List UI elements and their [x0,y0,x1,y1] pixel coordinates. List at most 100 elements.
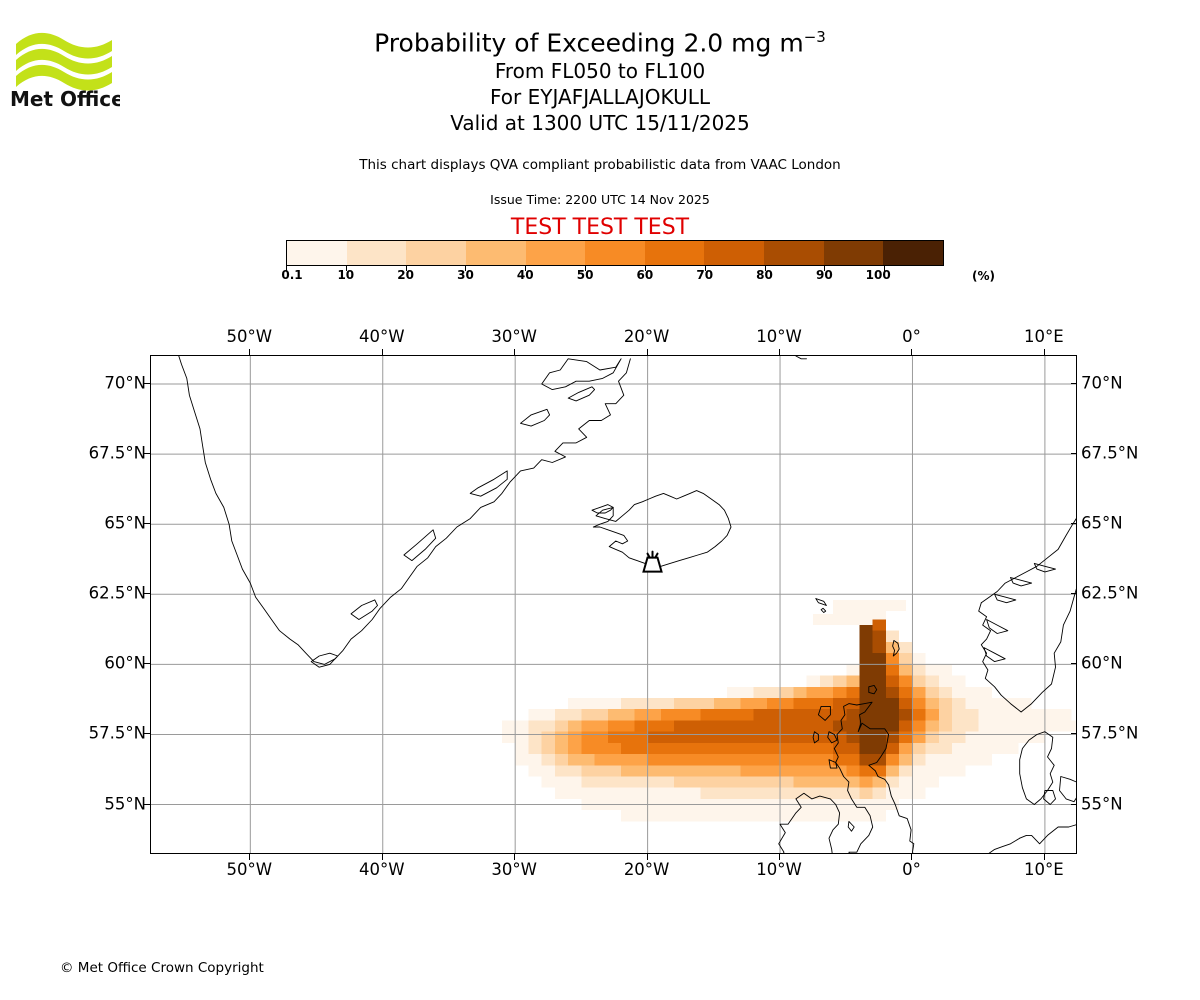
coastline-jan-mayen [795,356,807,360]
ash-cell [899,675,913,687]
ash-cell [780,720,794,732]
colorbar-label-70: 70 [696,268,714,282]
ash-cell [594,720,608,732]
ash-cell [568,787,582,799]
ash-cell [833,709,847,721]
ash-cell [793,754,807,766]
ash-cell [687,776,701,788]
ash-cell [687,742,701,755]
ash-cell [634,698,648,710]
ash-cell [859,630,873,642]
ash-cell [1005,698,1019,710]
lat-tick-label-right-625N: 62.5°N [1081,583,1139,603]
ash-cell [846,675,860,687]
lon-tick-label-bot-20°W: 20°W [623,860,670,879]
ash-cell-tail [813,613,873,626]
ash-cell [872,709,886,721]
ash-cell [647,776,661,788]
ash-cell [872,619,886,631]
ash-cell [607,742,622,755]
coastline-norway-nw [980,518,1076,604]
ash-cell [872,720,886,732]
ash-cell [859,731,873,743]
lat-tick-mark [1071,733,1077,735]
ash-cell [1018,731,1032,743]
ash-cell [700,754,714,766]
lon-tick-mark [514,854,516,860]
ash-cell [554,787,569,799]
lon-tick-mark [911,349,913,355]
ash-cell [753,698,767,710]
ash-cell [780,776,794,788]
ash-cell [594,709,608,721]
ash-cell [634,765,648,777]
ash-cell [1044,720,1059,732]
met-office-logo-svg: Met Office [10,32,120,111]
ash-cell [1005,731,1019,743]
ash-cell [581,709,595,721]
ash-cell [978,731,992,743]
ash-cell [713,742,728,755]
ash-cell [740,731,754,743]
colorbar-label-20: 20 [397,268,414,282]
ash-cell [634,810,648,822]
ash-cell [674,698,688,710]
ash-cell [806,776,820,788]
ash-cell [1031,731,1045,743]
lat-tick-label-left-625N: 62.5°N [88,583,146,603]
lon-tick-label-top-30°W: 30°W [491,327,537,346]
colorbar-swatch-8 [764,241,824,265]
lon-tick-label-top-20°W: 20°W [623,327,670,346]
ash-cell [541,731,555,743]
ash-cell [700,776,714,788]
ash-cell [634,787,648,799]
map-plot-frame[interactable] [150,355,1077,854]
coastline-netherlands [988,837,1021,853]
ash-cell [780,810,794,822]
lat-tick-mark [1071,663,1077,665]
ash-cell [607,754,622,766]
ash-cell [899,720,913,732]
coastline-hebrides-b [817,705,831,721]
logo-wave-2 [16,48,112,75]
lon-tick-label-bot-10°W: 10°W [756,860,802,879]
lat-tick-mark [144,453,150,455]
ash-cell [766,776,781,788]
ash-cell [859,675,873,687]
ash-cell [687,810,701,822]
ash-cell [1031,720,1045,732]
ash-cell [647,765,661,777]
ash-cell [700,810,714,822]
ash-cell [687,787,701,799]
ash-cell [912,664,926,676]
ash-cell [806,686,820,699]
ash-cell [846,742,860,755]
ash-cell [938,720,953,732]
lon-tick-mark [779,349,781,355]
ash-cell [687,698,701,710]
coastline-faroes-b [820,607,827,613]
coastline-denmark-zealand [1059,776,1076,803]
ash-cell [819,776,833,788]
ash-cell [965,742,979,755]
ash-cell [568,776,582,788]
ash-cell [793,709,807,721]
lon-tick-mark [514,349,516,355]
ash-cell [1005,709,1019,721]
ash-cell [859,765,873,777]
ash-cell [872,776,886,788]
ash-cell [978,720,992,732]
volcano-plume-line-3 [654,552,659,559]
ash-cell [727,720,741,732]
lon-tick-mark [1043,349,1045,355]
colorbar-swatch-1 [346,241,407,265]
ash-cell [912,709,926,721]
colorbar-label-80: 80 [756,268,773,282]
ash-cell [872,641,886,654]
ash-cell [753,810,767,822]
ash-cell [740,698,754,710]
lat-tick-mark [144,523,150,525]
ash-cell [674,776,688,788]
ash-cell [859,754,873,766]
ash-cell [859,709,873,721]
